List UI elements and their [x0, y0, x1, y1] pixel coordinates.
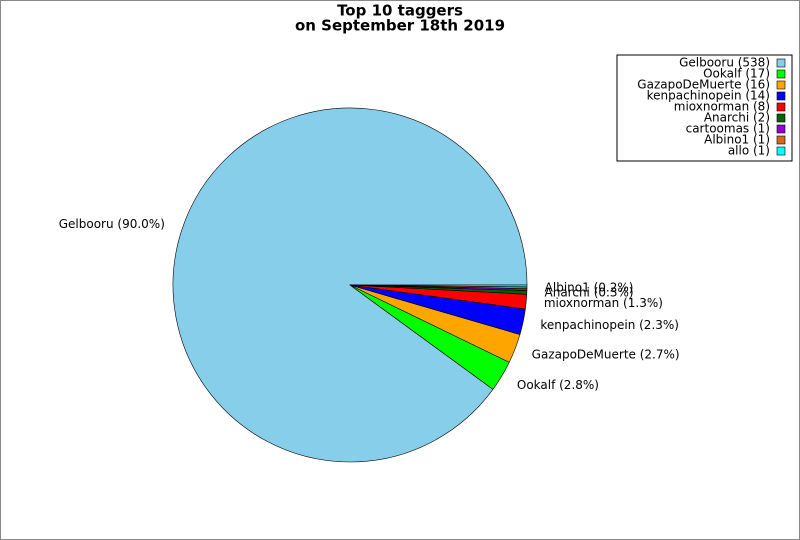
legend-label: cartoomas (1) [686, 122, 770, 136]
slice-label: Anarchi (0.3%) [545, 286, 634, 300]
slice-label: Albino1 (0.2%) [545, 281, 634, 295]
legend-label: Gelbooru (538) [679, 56, 770, 70]
legend-label: kenpachinopein (14) [647, 89, 770, 103]
pie-slice [172, 107, 528, 463]
legend-swatch [776, 135, 786, 145]
legend-swatch [776, 102, 786, 112]
slice-label: Gelbooru (90.0%) [59, 217, 165, 231]
chart-title: Top 10 taggers [337, 2, 463, 20]
legend-swatch [776, 91, 786, 101]
legend-label: Albino1 (1) [704, 133, 770, 147]
legend-label: Anarchi (2) [704, 111, 770, 125]
pie-slice [349, 284, 528, 288]
legend-label: GazapoDeMuerte (16) [637, 78, 770, 92]
legend-label: Ookalf (17) [703, 67, 770, 81]
legend-swatch [776, 113, 786, 123]
legend-label: mioxnorman (8) [674, 100, 770, 114]
slice-label: Ookalf (2.8%) [517, 378, 599, 392]
legend-swatch [776, 69, 786, 79]
slice-label: kenpachinopein (2.3%) [540, 318, 679, 332]
slice-label: mioxnorman (1.3%) [544, 296, 663, 310]
legend-swatch [776, 146, 786, 156]
slice-label: GazapoDeMuerte (2.7%) [532, 347, 680, 361]
legend-swatch [776, 80, 786, 90]
legend-swatch [776, 58, 786, 68]
legend-swatch [776, 124, 786, 134]
legend-box [616, 54, 793, 162]
legend-label: allo (1) [728, 144, 770, 158]
chart-subtitle: on September 18th 2019 [295, 17, 505, 35]
